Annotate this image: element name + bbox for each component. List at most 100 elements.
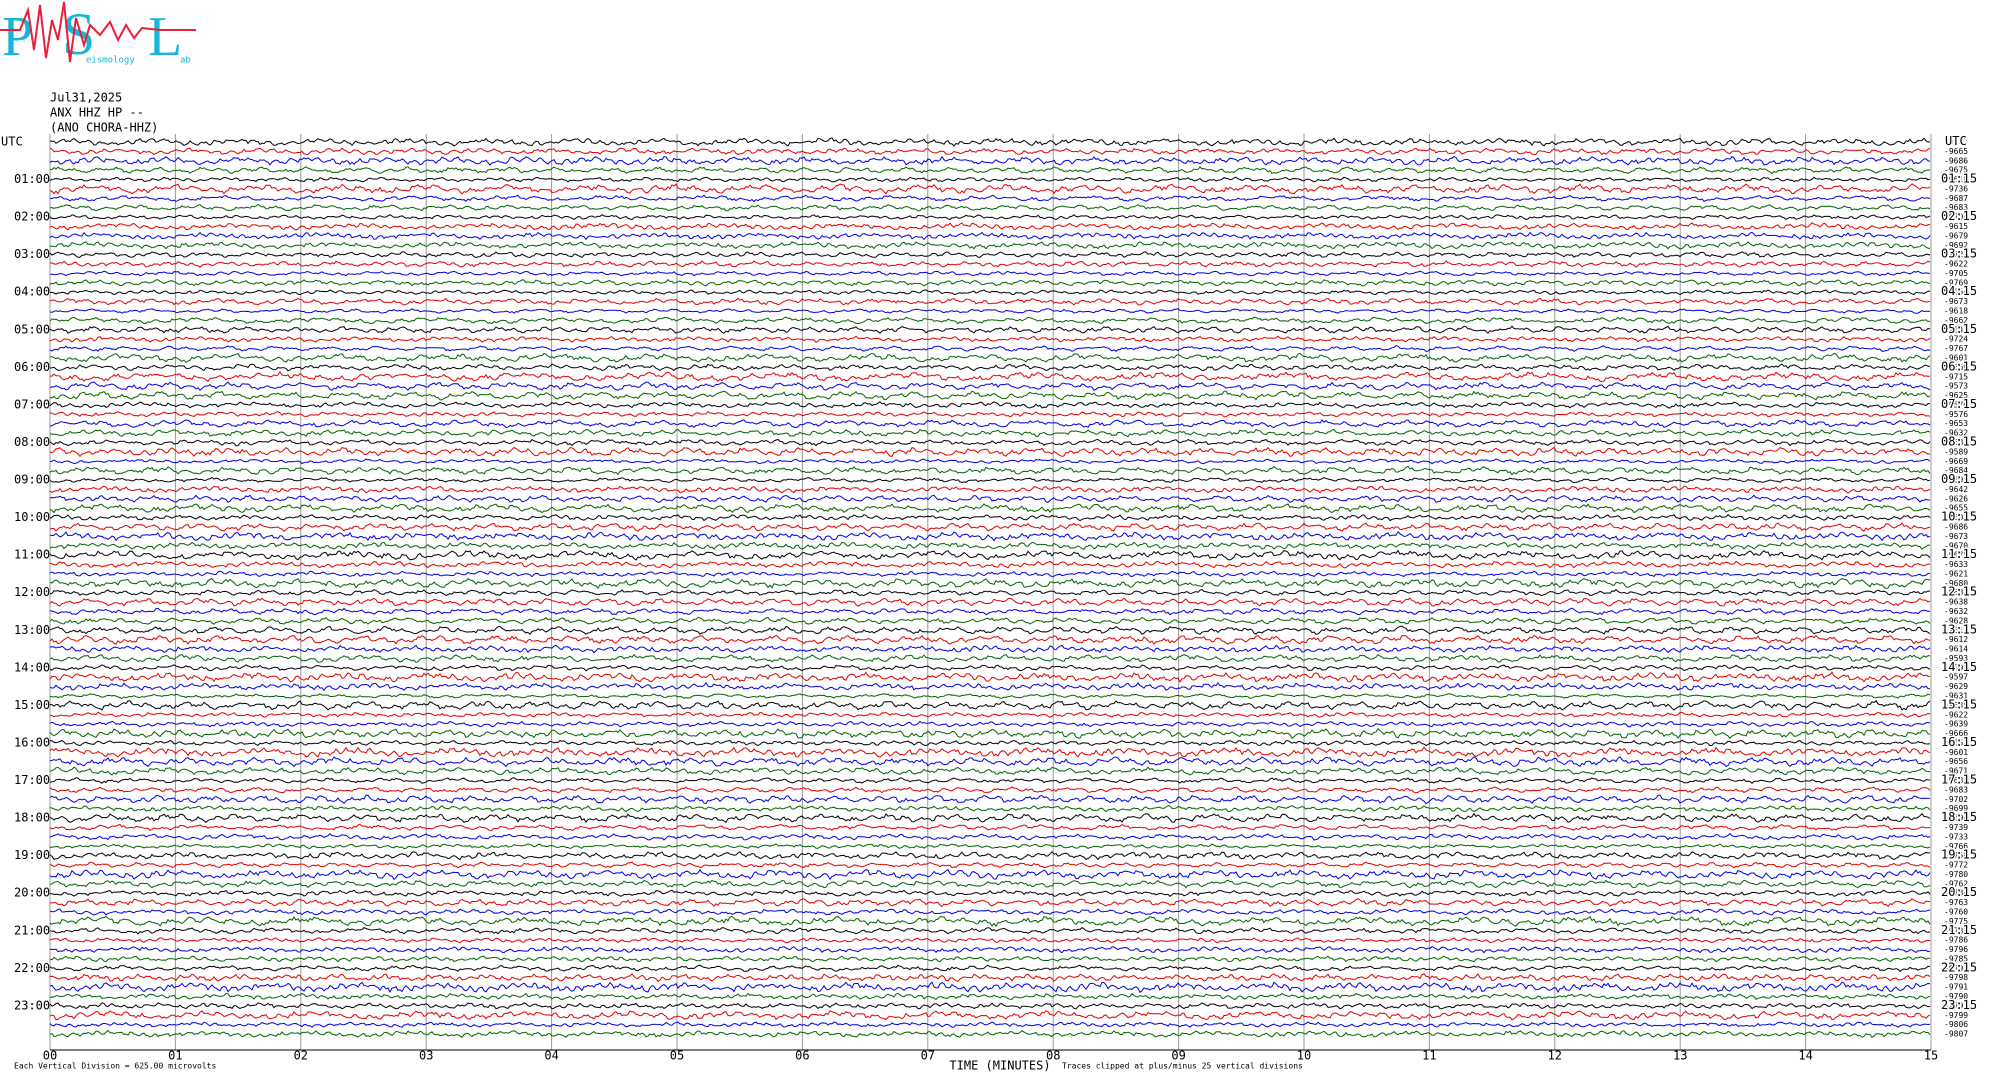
trace <box>49 316 1931 325</box>
row-offset: -9671 <box>1944 767 1968 776</box>
trace <box>49 777 1931 784</box>
row-offset: -9721 <box>1944 250 1968 259</box>
row-offset: -9614 <box>1944 645 1968 654</box>
row-offset: -9784 <box>1944 889 1968 898</box>
row-offset: -9702 <box>1944 795 1968 804</box>
trace <box>49 746 1931 758</box>
left-time-label: 22:00 <box>14 961 50 975</box>
row-offset: -9775 <box>1944 917 1968 926</box>
row-offset: -9617 <box>1944 626 1968 635</box>
trace <box>49 476 1931 484</box>
row-offset: -9626 <box>1944 494 1968 503</box>
x-tick-label: 09 <box>1171 1049 1185 1063</box>
trace <box>49 926 1931 935</box>
row-offset: -9631 <box>1944 692 1968 701</box>
trace <box>49 438 1931 447</box>
row-offset: -9807 <box>1944 1030 1968 1039</box>
trace <box>49 352 1931 364</box>
right-time-label: 06:15 <box>1941 359 1977 373</box>
x-tick-label: 10 <box>1297 1049 1311 1063</box>
row-offset: -9715 <box>1944 372 1968 381</box>
right-time-label: 18:15 <box>1941 810 1977 824</box>
left-time-label: 04:00 <box>14 285 50 299</box>
row-offset: -9767 <box>1944 344 1968 353</box>
row-offset: -9656 <box>1944 757 1968 766</box>
row-offset: -9699 <box>1944 804 1968 813</box>
row-offset: -9763 <box>1944 898 1968 907</box>
row-offset: -9683 <box>1944 785 1968 794</box>
row-offset: -9796 <box>1944 945 1968 954</box>
trace <box>49 494 1931 503</box>
trace <box>49 699 1931 711</box>
left-time-label: 10:00 <box>14 510 50 524</box>
trace <box>49 485 1931 494</box>
trace <box>49 812 1931 824</box>
row-offset: -9666 <box>1944 729 1968 738</box>
trace <box>49 823 1931 832</box>
row-offset: -9638 <box>1944 598 1968 607</box>
trace <box>49 203 1931 212</box>
row-offset: -9647 <box>1944 325 1968 334</box>
right-time-label: 14:15 <box>1941 660 1977 674</box>
trace <box>49 363 1931 372</box>
right-time-label: 07:15 <box>1941 397 1977 411</box>
row-offset: -9705 <box>1944 269 1968 278</box>
trace <box>49 720 1931 728</box>
row-offset: -9724 <box>1944 335 1968 344</box>
trace <box>50 370 1931 383</box>
trace <box>49 1002 1931 1010</box>
trace <box>49 222 1931 231</box>
left-time-label: 02:00 <box>14 210 50 224</box>
trace <box>49 522 1931 532</box>
right-time-label: 05:15 <box>1941 322 1977 336</box>
trace <box>49 597 1931 607</box>
row-offset: -9683 <box>1944 203 1968 212</box>
row-offset: -9692 <box>1944 241 1968 250</box>
left-time-label: 06:00 <box>14 360 50 374</box>
right-time-label: 15:15 <box>1941 697 1977 711</box>
left-time-label: 15:00 <box>14 698 50 712</box>
trace <box>49 851 1931 861</box>
trace <box>49 1029 1931 1039</box>
left-time-label: 21:00 <box>14 923 50 937</box>
left-time-label: 05:00 <box>14 322 50 336</box>
trace <box>49 458 1931 465</box>
row-offset: -9621 <box>1944 569 1968 578</box>
row-offset: -9615 <box>1944 222 1968 231</box>
trace <box>49 1010 1931 1021</box>
row-offset: -9733 <box>1944 832 1968 841</box>
right-time-label: 17:15 <box>1941 773 1977 787</box>
trace <box>49 335 1931 343</box>
left-time-label: 08:00 <box>14 435 50 449</box>
trace <box>49 155 1931 166</box>
row-offset: -9687 <box>1944 194 1968 203</box>
traces <box>49 137 1931 1039</box>
trace <box>49 166 1931 175</box>
x-tick-label: 12 <box>1548 1049 1562 1063</box>
left-time-label: 01:00 <box>14 172 50 186</box>
x-tick-label: 07 <box>921 1049 935 1063</box>
row-offset: -9669 <box>1944 457 1968 466</box>
trace <box>49 805 1931 813</box>
row-offset: -9625 <box>1944 391 1968 400</box>
row-offset: -9769 <box>1944 278 1968 287</box>
row-offset: -9791 <box>1944 983 1968 992</box>
row-offset: -9618 <box>1944 175 1968 184</box>
trace <box>49 401 1930 409</box>
trace <box>49 531 1931 542</box>
trace <box>49 270 1931 277</box>
trace <box>49 194 1931 203</box>
trace <box>49 915 1931 928</box>
row-offset: -9739 <box>1944 823 1968 832</box>
right-time-label: 22:15 <box>1941 960 1977 974</box>
row-offset: -9675 <box>1944 166 1968 175</box>
right-time-label: 13:15 <box>1941 622 1977 636</box>
row-offset: -9786 <box>1944 936 1968 945</box>
trace <box>49 241 1930 250</box>
trace <box>49 728 1931 740</box>
trace <box>49 766 1931 776</box>
right-time-label: 20:15 <box>1941 885 1977 899</box>
trace <box>49 183 1931 195</box>
x-tick-label: 03 <box>419 1049 433 1063</box>
